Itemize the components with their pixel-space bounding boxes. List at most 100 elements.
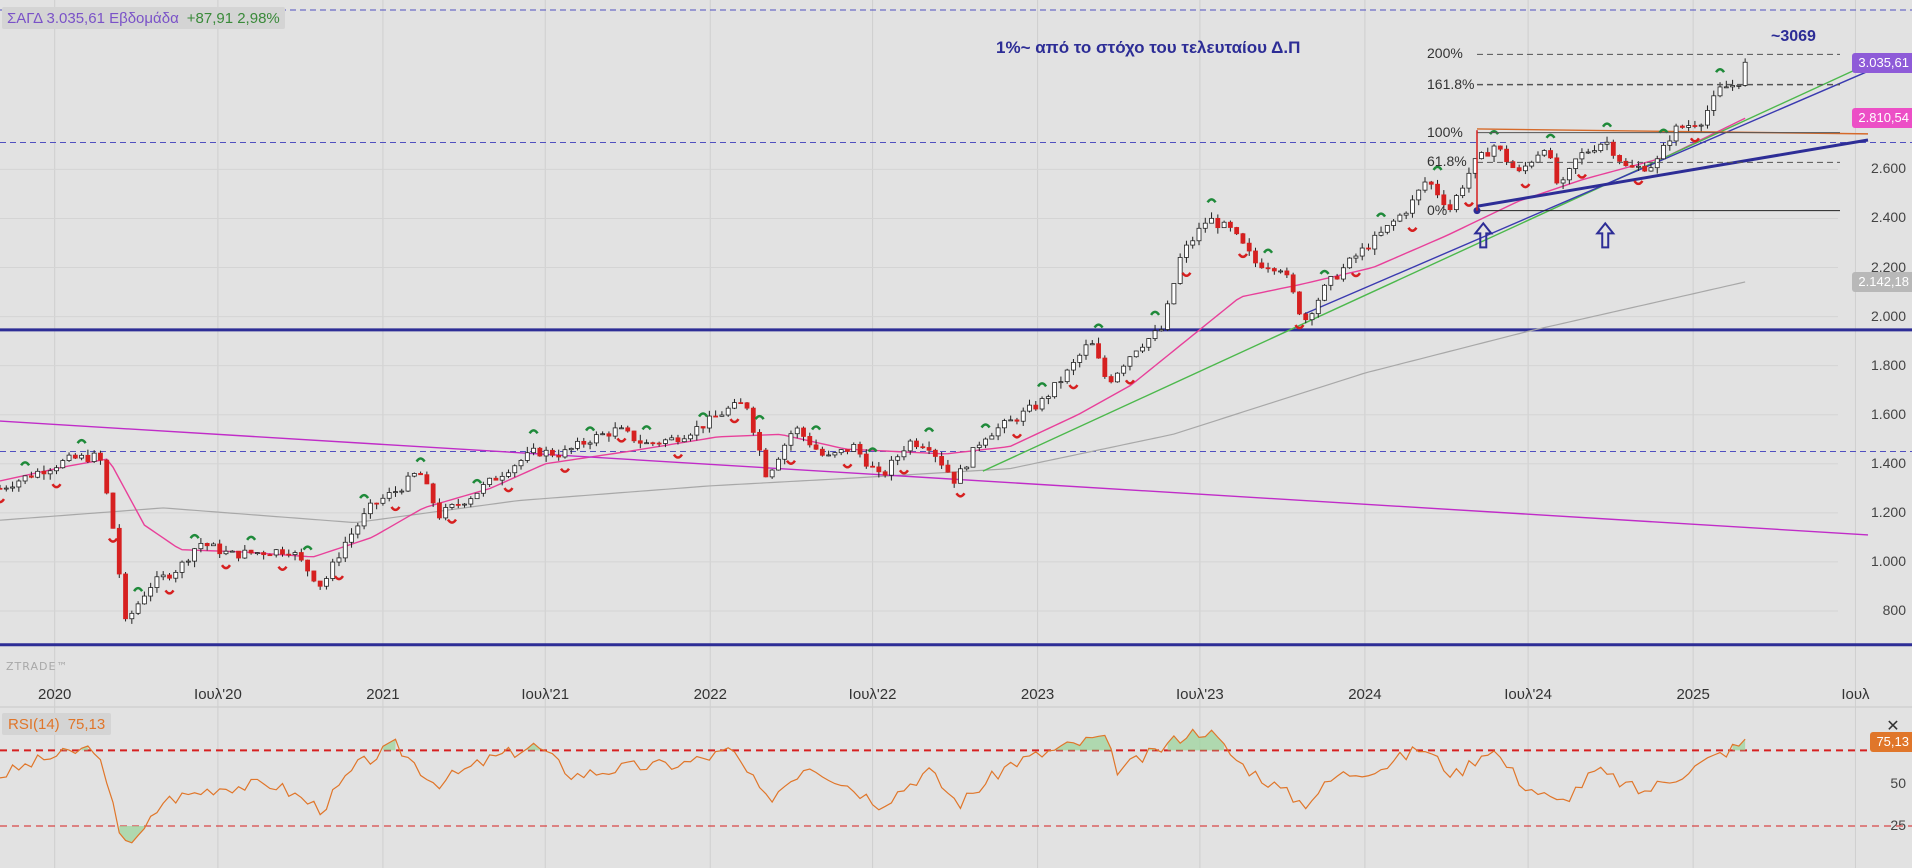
rsi-overbought-fill [1732,739,1746,751]
fractal-down-marker [277,565,288,571]
candle-body [198,542,204,550]
candle-body [148,587,154,597]
candle-body [1397,214,1403,222]
candle-body [135,603,141,614]
fractal-down-marker [0,498,6,504]
candle-body [487,477,493,485]
candle-body [474,492,480,500]
candle-body [512,465,518,474]
rsi-value: 75,13 [67,715,106,733]
candle-body [1742,61,1748,86]
x-tick-label: 2025 [1676,686,1710,703]
candle-body [223,550,229,555]
candle-body [1020,410,1026,422]
candle-body [524,452,530,461]
candle-body [311,570,317,582]
candle-body [719,414,725,417]
x-tick-label: Ιουλ [1841,686,1870,703]
candle-body [298,552,304,561]
fractal-up-marker [189,533,200,539]
candle-body [1253,250,1258,264]
y-tick-label: 800 [1882,601,1906,618]
candle-body [857,443,863,455]
candle-body [349,533,354,543]
candle-body [1566,168,1572,181]
candle-body [1177,257,1183,284]
candle-body [738,402,744,405]
candle-body [1127,356,1133,367]
candle-body [317,580,323,587]
symbol-name-label: ΣΑΓΔ 3.035,61 Εβδομάδα [7,9,179,27]
candle-body [1359,247,1365,257]
candle-body [242,549,248,559]
fractal-down-marker [1689,137,1700,143]
candle-body [3,487,9,490]
close-icon[interactable]: ✕ [1886,718,1900,735]
x-tick-label: Ιουλ'20 [194,686,242,703]
candle-body [104,459,110,494]
candle-body [1290,274,1296,293]
candle-body [995,427,1001,437]
fractal-up-marker [811,425,822,431]
candle-body [1535,154,1541,163]
candle-body [1422,181,1428,191]
rsi-header[interactable]: RSI(14) 75,13 [2,713,112,735]
candle-body [663,439,668,444]
candle-body [945,464,951,473]
up-arrow-icon [1595,221,1616,249]
fractal-up-marker [76,438,87,444]
fractal-up-marker [980,423,991,429]
candle-body [725,407,731,416]
fractal-up-marker [359,493,370,499]
candle-body [920,446,926,449]
fractal-markers [0,67,1726,595]
symbol-change-label: +87,91 2,98% [186,9,280,27]
candle-body [819,448,825,456]
candle-body [330,561,336,579]
candle-body [889,459,894,476]
candle-body [757,431,762,451]
candle-body [1315,299,1321,315]
candle-body [606,433,612,437]
candle-body [838,449,844,454]
candle-body [926,447,932,451]
candle-body [1297,291,1302,315]
candle-body [1730,85,1735,88]
candle-body [1435,183,1440,196]
candle-body [1673,125,1679,142]
candle-body [85,454,91,462]
candle-body [123,573,128,620]
fractal-up-marker [924,427,935,433]
candle-body [79,454,85,459]
candle-body [1466,172,1472,189]
candle-body [1679,125,1685,128]
candle-body [782,444,788,460]
candle-body [1648,167,1654,172]
fractal-up-marker [1150,310,1161,316]
candle-body [129,612,135,620]
fib-label-0: 0% [1427,201,1448,218]
candle-body [1654,158,1660,169]
fractal-up-marker [1263,248,1274,254]
candle-body [424,474,430,485]
fractal-up-marker [754,414,765,420]
trendline [1303,70,1869,315]
candle-body [568,447,574,451]
candle-body [499,475,505,481]
candle-body [54,467,59,472]
candle-body [1146,338,1152,348]
candle-body [644,442,649,445]
fractal-up-marker [1658,128,1669,134]
candle-body [405,475,411,492]
candle-body [60,460,66,469]
candle-body [744,402,750,409]
candle-body [1140,346,1145,352]
fib-label-161: 161.8% [1427,75,1475,92]
candle-body [361,513,367,527]
candle-body [1278,270,1284,273]
candle-body [882,471,888,476]
symbol-header[interactable]: ΣΑΓΔ 3.035,61 Εβδομάδα +87,91 2,98% [2,7,285,29]
candle-body [28,475,34,478]
candle-body [229,550,235,553]
